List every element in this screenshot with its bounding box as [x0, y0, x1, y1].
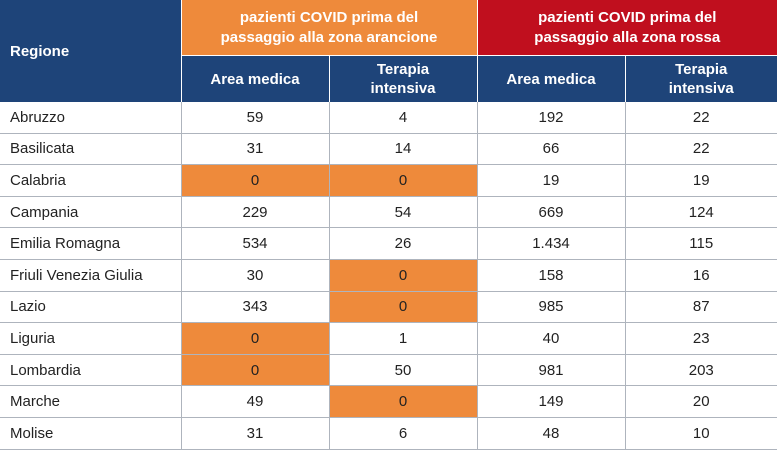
region-name-cell: Friuli Venezia Giulia: [0, 259, 182, 292]
orange-area-medica-cell: 59: [181, 102, 330, 134]
region-column-header: Regione: [0, 0, 182, 102]
red-zone-header-line-1: pazienti COVID prima del: [538, 8, 717, 26]
orange-terapia-intensiva-cell: 0: [329, 259, 478, 292]
red-terapia-intensiva-cell: 23: [625, 322, 777, 355]
region-name-cell: Basilicata: [0, 133, 182, 166]
region-name-cell: Marche: [0, 385, 182, 418]
orange-zone-header-line-2: passaggio alla zona arancione: [220, 28, 438, 46]
orange-terapia-intensiva-cell: 0: [329, 385, 478, 418]
table-row: Basilicata 31 14 66 22: [0, 133, 777, 166]
orange-area-medica-cell: 0: [181, 164, 330, 197]
orange-area-medica-cell: 229: [181, 196, 330, 229]
red-terapia-intensiva-cell: 22: [625, 133, 777, 166]
orange-terapia-intensiva-cell: 0: [329, 291, 478, 324]
red-zone-header-line-2: passaggio alla zona rossa: [534, 28, 721, 46]
red-terapia-intensiva-cell: 203: [625, 354, 777, 387]
red-area-medica-cell: 985: [476, 291, 626, 324]
region-name-cell: Campania: [0, 196, 182, 229]
table-row: Marche 49 0 149 20: [0, 385, 777, 418]
orange-area-medica-cell: 0: [181, 354, 330, 387]
orange-area-medica-cell: 49: [181, 385, 330, 418]
red-terapia-intensiva-cell: 124: [625, 196, 777, 229]
orange-terapia-intensiva-cell: 14: [329, 133, 478, 166]
terapia-label: Terapia: [675, 61, 728, 78]
table-row: Campania 229 54 669 124: [0, 196, 777, 229]
region-name-cell: Abruzzo: [0, 102, 182, 134]
orange-area-medica-cell: 31: [181, 417, 330, 450]
orange-terapia-intensiva-header: Terapia intensiva: [329, 55, 478, 102]
orange-area-medica-cell: 30: [181, 259, 330, 292]
region-name-cell: Calabria: [0, 164, 182, 197]
orange-area-medica-cell: 31: [181, 133, 330, 166]
region-name-cell: Liguria: [0, 322, 182, 355]
table-row: Friuli Venezia Giulia 30 0 158 16: [0, 259, 777, 292]
table-row: Liguria 0 1 40 23: [0, 322, 777, 355]
region-name-cell: Lombardia: [0, 354, 182, 387]
red-terapia-intensiva-cell: 16: [625, 259, 777, 292]
orange-area-medica-cell: 534: [181, 227, 330, 260]
red-terapia-intensiva-cell: 20: [625, 385, 777, 418]
red-area-medica-cell: 981: [476, 354, 626, 387]
table-row: Abruzzo 59 4 192 22: [0, 102, 777, 134]
red-area-medica-cell: 19: [476, 164, 626, 197]
orange-area-medica-cell: 343: [181, 291, 330, 324]
intensiva-label: intensiva: [668, 80, 734, 97]
red-area-medica-cell: 158: [476, 259, 626, 292]
orange-area-medica-cell: 0: [181, 322, 330, 355]
orange-terapia-intensiva-cell: 54: [329, 196, 478, 229]
table-row: Lombardia 0 50 981 203: [0, 354, 777, 387]
red-area-medica-cell: 66: [476, 133, 626, 166]
orange-terapia-intensiva-cell: 26: [329, 227, 478, 260]
orange-area-medica-header: Area medica: [181, 55, 330, 102]
red-terapia-intensiva-cell: 19: [625, 164, 777, 197]
orange-terapia-intensiva-cell: 0: [329, 164, 478, 197]
region-name-cell: Lazio: [0, 291, 182, 324]
table-row: Molise 31 6 48 10: [0, 417, 777, 450]
terapia-label: Terapia: [376, 61, 430, 78]
intensiva-label: intensiva: [370, 80, 436, 97]
orange-terapia-intensiva-cell: 50: [329, 354, 478, 387]
red-terapia-intensiva-cell: 22: [625, 102, 777, 134]
red-area-medica-header: Area medica: [477, 55, 626, 102]
orange-terapia-intensiva-cell: 1: [329, 322, 478, 355]
red-area-medica-cell: 48: [476, 417, 626, 450]
red-area-medica-cell: 192: [476, 102, 626, 134]
red-terapia-intensiva-cell: 10: [625, 417, 777, 450]
red-area-medica-cell: 669: [476, 196, 626, 229]
orange-terapia-intensiva-cell: 6: [329, 417, 478, 450]
red-area-medica-cell: 1.434: [476, 227, 626, 260]
red-area-medica-cell: 40: [476, 322, 626, 355]
red-zone-group-header: pazienti COVID prima del passaggio alla z…: [477, 0, 777, 56]
red-terapia-intensiva-cell: 87: [625, 291, 777, 324]
red-area-medica-cell: 149: [476, 385, 626, 418]
region-name-cell: Emilia Romagna: [0, 227, 182, 260]
red-terapia-intensiva-cell: 115: [625, 227, 777, 260]
table-row: Calabria 0 0 19 19: [0, 164, 777, 197]
orange-terapia-intensiva-cell: 4: [329, 102, 478, 134]
red-terapia-intensiva-header: Terapia intensiva: [625, 55, 777, 102]
orange-zone-header-line-1: pazienti COVID prima del: [239, 8, 419, 26]
orange-zone-group-header: pazienti COVID prima del passaggio alla z…: [181, 0, 478, 56]
table-row: Emilia Romagna 534 26 1.434 115: [0, 227, 777, 260]
region-name-cell: Molise: [0, 417, 182, 450]
table-row: Lazio 343 0 985 87: [0, 291, 777, 324]
